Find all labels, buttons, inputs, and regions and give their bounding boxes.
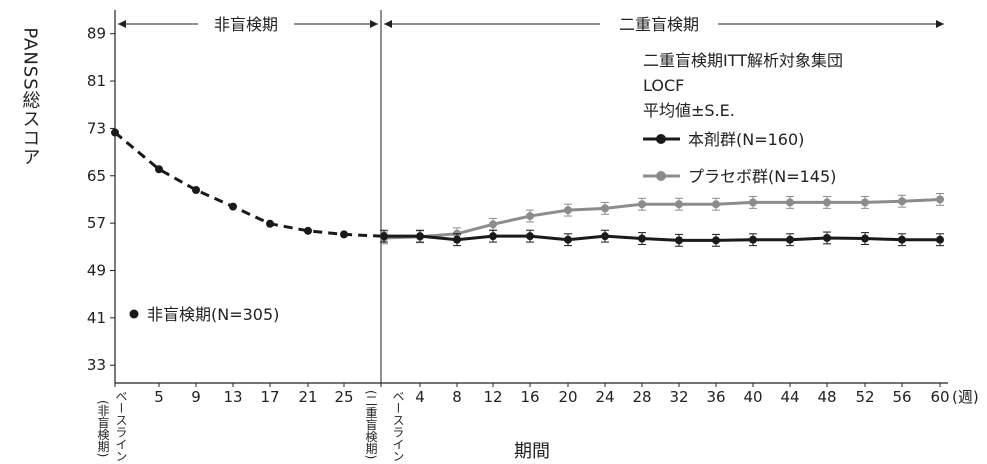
data-point [340,230,348,239]
x-tick-label: 12 [483,388,502,406]
data-point [380,232,388,241]
x-tick-label: 32 [669,388,688,406]
legend-label: 本剤群(N=160) [688,130,804,149]
data-point [786,235,794,244]
data-point [786,198,794,207]
y-tick-label: 73 [87,119,106,137]
x-tick-label: 40 [743,388,762,406]
legend-open-label-marker [129,309,139,319]
data-point [712,200,720,209]
data-point [526,232,534,241]
x-tick-label: 56 [892,388,911,406]
arrow-head-right [370,20,378,28]
data-point [749,198,757,207]
data-point [861,234,869,243]
annotation-text: LOCF [643,76,684,95]
x-tick-label: 4 [415,388,425,406]
annotation-text: 二重盲検期ITT解析対象集団 [643,51,843,70]
data-point [304,226,312,235]
data-point [111,128,119,137]
data-point [564,235,572,244]
data-point [823,198,831,207]
data-point [823,233,831,242]
annotation-text: 平均値±S.E. [643,101,735,120]
x-tick-label: 16 [520,388,539,406]
data-point [229,202,237,211]
data-point [601,232,609,241]
x-tick-label: 52 [855,388,874,406]
legend-swatch-marker [656,134,666,144]
x-tick-label: ベースライン [391,390,405,462]
y-tick-label: 33 [87,356,106,374]
x-tick-label: 48 [817,388,836,406]
series-line [384,234,940,242]
x-tick-label: 9 [191,388,201,406]
data-point [155,165,163,174]
legend-open-label-text: 非盲検期(N=305) [147,305,279,324]
x-tick-label: 5 [154,388,164,406]
x-tick-label: 13 [223,388,242,406]
x-tick-label: 36 [706,388,725,406]
data-point [638,234,646,243]
y-tick-label: 49 [87,262,106,280]
legend-label: プラセボ群(N=145) [688,167,836,186]
x-tick-note: (非盲検期) [96,400,110,457]
data-point [489,220,497,229]
x-tick-label: 60 [930,388,949,406]
data-point [936,235,944,244]
y-tick-label: 41 [87,309,106,327]
x-tick-label: 25 [334,388,353,406]
arrow-head-left [118,20,126,28]
data-point [601,204,609,213]
data-point [266,219,274,228]
y-axis-label: PANSS総スコア [20,27,41,166]
x-tick-label: 20 [558,388,577,406]
data-point [712,236,720,245]
phase-label-open-label: 非盲検期 [214,15,278,34]
x-tick-label: ベースライン [114,390,128,462]
y-tick-label: 65 [87,167,106,185]
series-line [383,197,941,240]
x-tick-label: 44 [780,388,799,406]
x-tick-label: 8 [452,388,462,406]
data-point [564,206,572,215]
data-point [861,198,869,207]
x-tick-label: 28 [632,388,651,406]
data-point [675,200,683,209]
y-tick-label: 89 [87,25,106,43]
y-tick-label: 81 [87,72,106,90]
legend-swatch-marker [656,171,666,181]
phase-label-bg [198,14,294,34]
data-point [192,185,200,194]
data-point [675,236,683,245]
x-tick-label: 17 [260,388,279,406]
data-point [936,195,944,204]
x-tick-note: (二重盲検期) [364,390,378,459]
series-line-open-label [114,131,382,238]
x-tick-label: 21 [298,388,317,406]
data-point [898,235,906,244]
x-unit-label: (週) [952,388,979,406]
data-point [453,235,461,244]
x-axis-label: 期間 [514,441,550,462]
data-point [749,235,757,244]
arrow-head-left [384,20,392,28]
phase-label-double-blind: 二重盲検期 [619,15,699,34]
data-point [898,197,906,206]
y-tick-label: 57 [87,214,106,232]
data-point [416,232,424,241]
data-point [638,200,646,209]
phase-label-bg [600,14,718,34]
data-point [489,232,497,241]
arrow-head-right [936,20,944,28]
data-point [526,212,534,221]
x-tick-label: 24 [595,388,614,406]
